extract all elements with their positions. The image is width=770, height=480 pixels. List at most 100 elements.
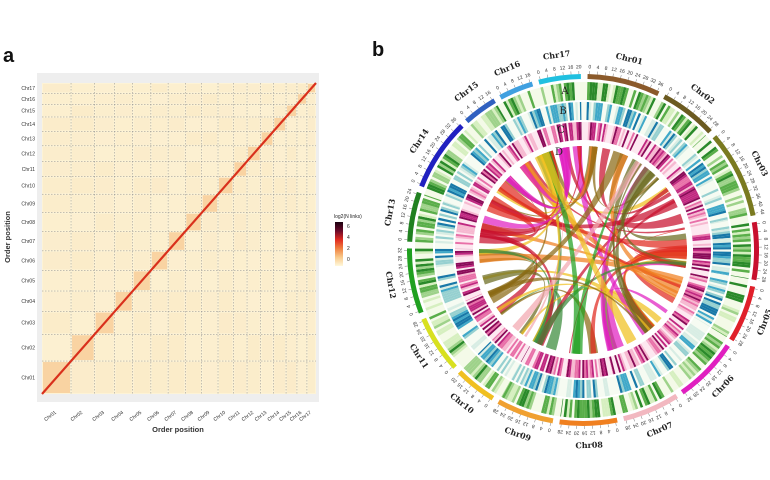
- heatmap-block: [297, 335, 306, 361]
- heatmap-block: [202, 132, 218, 145]
- track-bin: [525, 391, 535, 409]
- track-bin: [565, 379, 571, 398]
- track-bin: [468, 298, 486, 309]
- track-bin: [457, 222, 476, 228]
- track-bin: [677, 306, 693, 317]
- heatmap-block: [133, 335, 150, 361]
- track-bin: [440, 158, 458, 170]
- track-bin: [604, 377, 610, 396]
- track-bin: [601, 123, 607, 142]
- track-bin: [673, 115, 687, 132]
- track-bin: [680, 334, 696, 349]
- heatmap-block: [43, 195, 71, 212]
- track-bin: [556, 103, 562, 123]
- track-bin: [669, 171, 686, 184]
- heatmap-block: [274, 195, 286, 212]
- tick-label: 20: [762, 260, 768, 266]
- heatmap-block: [95, 94, 114, 104]
- track-bin: [646, 362, 657, 380]
- tick-label: 4: [726, 356, 733, 362]
- y-tick-label: Chr08: [21, 220, 35, 226]
- y-tick-label: Chr13: [21, 136, 35, 142]
- track-bin: [462, 288, 481, 297]
- chr-label-chr10: Chr10: [448, 391, 476, 416]
- heatmap-block: [151, 146, 168, 161]
- heatmap-block: [248, 84, 260, 93]
- track-bin: [701, 302, 719, 312]
- tick-label: 4: [465, 104, 471, 111]
- track-bin: [561, 103, 566, 122]
- legend-tick: 6: [347, 224, 350, 230]
- tick-mark: [648, 413, 650, 417]
- circos-ideogram: [407, 74, 759, 427]
- track-bin: [718, 177, 736, 188]
- heatmap-block: [202, 335, 218, 361]
- heatmap-block: [261, 162, 273, 176]
- tick-mark: [635, 79, 637, 83]
- heatmap-block: [169, 362, 185, 393]
- track-bin: [489, 109, 502, 126]
- track-bin: [701, 340, 718, 354]
- heatmap-block: [274, 213, 286, 231]
- legend-tick: 2: [347, 246, 350, 252]
- track-bin: [437, 324, 455, 336]
- heatmap-block: [133, 213, 150, 231]
- heatmap-block: [261, 362, 273, 393]
- heatmap-block: [274, 162, 286, 176]
- track-bin: [712, 253, 731, 257]
- tick-label: 24: [740, 332, 748, 340]
- tick-label: 12: [654, 412, 662, 420]
- tick-mark: [449, 367, 453, 370]
- track-bin: [437, 222, 456, 228]
- heatmap-block: [115, 177, 132, 194]
- track-bin: [474, 307, 491, 319]
- track-bin: [675, 180, 692, 193]
- tick-label: 20: [429, 141, 437, 149]
- track-bin: [589, 399, 593, 418]
- track-bin: [560, 398, 564, 417]
- tick-mark: [728, 348, 732, 351]
- tick-mark: [708, 372, 712, 376]
- track-bin: [657, 155, 671, 170]
- tick-label: 28: [736, 339, 744, 347]
- tick-mark: [436, 147, 439, 150]
- track-bin: [702, 338, 719, 352]
- track-bin: [582, 359, 585, 378]
- track-bin: [552, 356, 559, 375]
- tick-mark: [755, 212, 759, 214]
- tick-label: 0: [398, 238, 404, 241]
- heatmap-block: [115, 362, 132, 393]
- heatmap-block: [169, 146, 185, 161]
- track-bin: [678, 336, 694, 350]
- tick-label: 20: [419, 335, 427, 343]
- track-bin: [586, 82, 591, 101]
- track-bin: [466, 295, 484, 305]
- track-bin: [570, 102, 575, 121]
- track-bin: [472, 121, 487, 138]
- track-bin: [635, 368, 645, 386]
- track-label-b: B: [559, 106, 566, 117]
- heatmap-block: [115, 94, 132, 104]
- track-bin: [468, 190, 486, 201]
- track-bin: [484, 371, 498, 388]
- tick-label: 8: [399, 221, 405, 225]
- track-bin: [584, 399, 588, 418]
- track-bin: [527, 112, 536, 130]
- heatmap-block: [234, 362, 247, 393]
- track-bin: [491, 327, 506, 341]
- track-bin: [419, 283, 438, 291]
- track-bin: [558, 124, 564, 143]
- track-bin: [707, 205, 725, 214]
- track-bin: [575, 379, 579, 398]
- track-bin: [703, 194, 722, 204]
- heatmap-block: [219, 335, 233, 361]
- tick-mark: [731, 153, 735, 156]
- track-bin: [668, 371, 682, 388]
- track-bin: [647, 384, 658, 402]
- track-bin: [671, 313, 688, 326]
- synteny-link: [590, 246, 687, 354]
- tick-label: 24: [761, 268, 768, 274]
- heatmap-block: [234, 105, 247, 116]
- track-bin: [508, 144, 521, 161]
- track-bin: [688, 213, 707, 221]
